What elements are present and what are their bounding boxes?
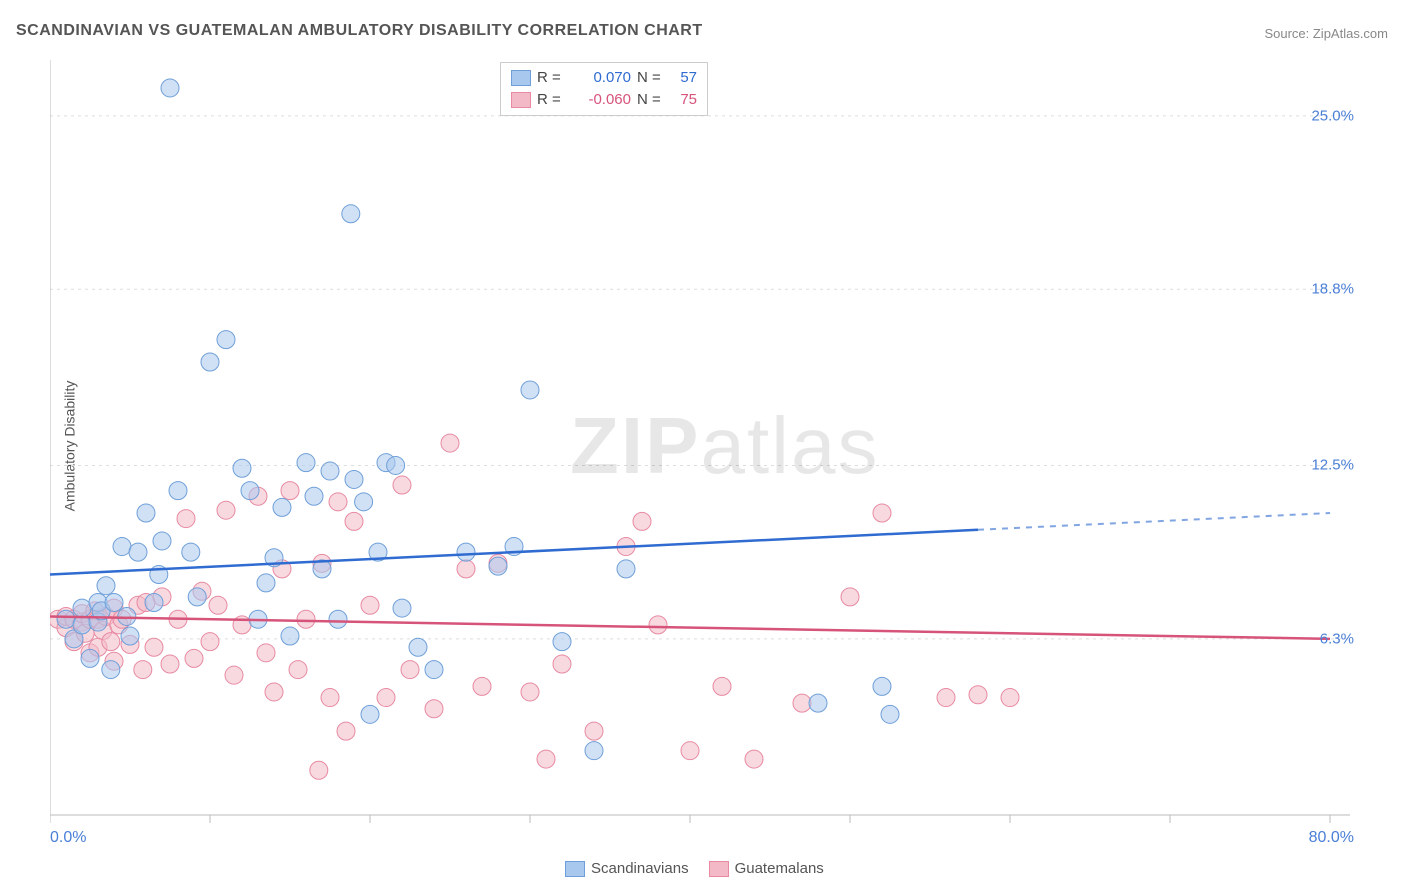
legend-stat-row: R = 0.070 N = 57 bbox=[511, 67, 697, 89]
r-label: R = bbox=[537, 67, 565, 89]
scatter-plot: ZIPatlas R =0.070N =57R =-0.060N =75 25.… bbox=[50, 60, 1360, 830]
y-tick-label: 12.5% bbox=[1311, 457, 1354, 474]
n-label: N = bbox=[637, 67, 665, 89]
legend-swatch bbox=[565, 861, 585, 877]
legend-item: Guatemalans bbox=[709, 860, 824, 877]
r-label: R = bbox=[537, 89, 565, 111]
legend-stat-row: R = -0.060 N = 75 bbox=[511, 89, 697, 111]
x-tick-right: 80.0% bbox=[1309, 829, 1354, 847]
n-label: N = bbox=[637, 89, 665, 111]
y-tick-label: 6.3% bbox=[1320, 630, 1354, 647]
y-tick-label: 25.0% bbox=[1311, 107, 1354, 124]
source-prefix: Source: bbox=[1264, 26, 1312, 41]
legend-swatch bbox=[709, 861, 729, 877]
legend-swatch bbox=[511, 92, 531, 108]
r-value: -0.060 bbox=[571, 89, 631, 111]
legend-stats: R = 0.070 N = 57 R = -0.060 N = 75 bbox=[500, 62, 708, 116]
chart-title: SCANDINAVIAN VS GUATEMALAN AMBULATORY DI… bbox=[16, 22, 703, 40]
source-link[interactable]: ZipAtlas.com bbox=[1313, 26, 1388, 41]
source-credit: Source: ZipAtlas.com bbox=[1264, 26, 1388, 41]
n-value: 75 bbox=[671, 89, 697, 111]
legend-label: Scandinavians bbox=[591, 860, 689, 877]
legend-label: Guatemalans bbox=[735, 860, 824, 877]
legend-item: Scandinavians bbox=[565, 860, 689, 877]
r-value: 0.070 bbox=[571, 67, 631, 89]
legend-swatch bbox=[511, 70, 531, 86]
legend-series: Scandinavians Guatemalans bbox=[565, 860, 824, 877]
x-tick-left: 0.0% bbox=[50, 829, 86, 847]
n-value: 57 bbox=[671, 67, 697, 89]
plot-svg bbox=[50, 60, 1360, 830]
y-tick-label: 18.8% bbox=[1311, 281, 1354, 298]
